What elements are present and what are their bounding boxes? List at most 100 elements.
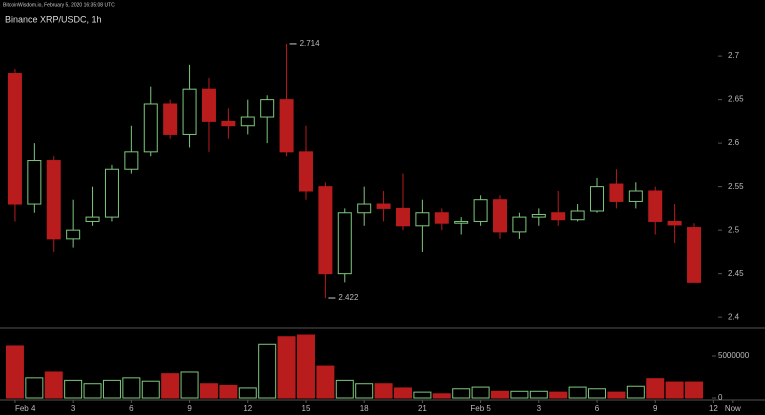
candle-body [66, 229, 81, 240]
volume-bar [549, 391, 568, 399]
candle-body [648, 190, 663, 222]
volume-bar [355, 383, 374, 399]
candle-body [512, 216, 527, 233]
candle-body [337, 212, 352, 275]
x-tick-label: 9 [187, 404, 192, 413]
x-tick-label: 21 [418, 404, 427, 413]
marker-label: 2.422 [338, 293, 359, 302]
chart-title: Binance XRP/USDC, 1h [5, 14, 102, 24]
candle-body [454, 220, 469, 224]
volume-bar [588, 388, 607, 399]
volume-bar [510, 390, 529, 399]
volume-bar [665, 381, 684, 399]
candle-body [493, 199, 508, 233]
candle-body [415, 212, 430, 227]
candle-body [531, 213, 546, 218]
volume-bar [102, 379, 121, 399]
volume-bar [64, 379, 83, 399]
y-tick-label: 2.6 [728, 138, 740, 147]
candle-body [7, 73, 22, 205]
candle-body [143, 103, 158, 153]
volume-bar [393, 387, 412, 399]
volume-bar [258, 343, 277, 399]
x-tick-label: 6 [129, 404, 134, 413]
x-tick-label: 18 [360, 404, 369, 413]
x-tick-label: 9 [653, 404, 658, 413]
marker-label: 2.714 [300, 39, 321, 48]
candle-body [46, 160, 61, 240]
y-tick-label: 2.7 [728, 51, 740, 60]
volume-bar [277, 336, 296, 399]
vol-tick-label: 5000000 [718, 351, 750, 360]
x-tick-label: 12 [709, 404, 718, 413]
candle-body [85, 216, 100, 222]
candle-body [27, 160, 42, 205]
volume-bar [44, 371, 63, 399]
volume-bar [335, 379, 354, 399]
volume-bar [238, 387, 257, 399]
volume-bar [626, 385, 645, 399]
candle-body [240, 116, 255, 127]
candle-body [473, 199, 488, 222]
candle-body [551, 212, 566, 221]
volume-bar [452, 388, 471, 399]
candle-body [395, 207, 410, 227]
candle-body [609, 183, 624, 202]
volume-bar [529, 390, 548, 399]
candle-body [667, 220, 682, 226]
candle-body [260, 99, 275, 118]
volume-bar [83, 383, 102, 399]
volume-bar [199, 383, 218, 399]
candle-body [434, 212, 449, 224]
candle-body [357, 203, 372, 214]
x-tick-label: Now [725, 404, 741, 413]
x-tick-label: 6 [595, 404, 600, 413]
x-tick-label: Feb 5 [470, 404, 491, 413]
volume-bar [568, 386, 587, 399]
source-label: BitcoinWisdom.io, February 5, 2020 16:35… [3, 2, 115, 8]
candle-body [298, 151, 313, 192]
candle-body [376, 203, 391, 209]
volume-bar [161, 373, 180, 399]
x-tick-label: 12 [243, 404, 252, 413]
volume-bar [122, 377, 141, 399]
candle-body [221, 120, 236, 127]
candle-body [124, 151, 139, 170]
candle-body [182, 88, 197, 135]
volume-bar [219, 384, 238, 399]
x-tick-label: Feb 4 [15, 404, 36, 413]
volume-bar [316, 365, 335, 399]
candle-body [570, 210, 585, 221]
y-tick-label: 2.65 [728, 95, 744, 104]
volume-bar [607, 391, 626, 399]
volume-bar [141, 380, 160, 399]
candle-body [163, 103, 178, 135]
x-tick-label: 15 [302, 404, 311, 413]
candle-body [628, 190, 643, 202]
volume-bar [180, 371, 199, 399]
x-tick-label: 3 [537, 404, 542, 413]
volume-bar [432, 393, 451, 399]
volume-bar [491, 390, 510, 399]
volume-bar [685, 381, 704, 399]
candle-body [318, 186, 333, 275]
volume-bar [646, 378, 665, 399]
y-tick-label: 2.5 [728, 225, 740, 234]
volume-bar [374, 383, 393, 399]
volume-bar [471, 386, 490, 399]
vol-tick-label: 0 [718, 393, 723, 402]
candle-body [687, 227, 702, 283]
candle-body [590, 186, 605, 212]
volume-bar [413, 391, 432, 399]
x-tick-label: 3 [71, 404, 76, 413]
y-tick-label: 2.4 [728, 312, 740, 321]
y-tick-label: 2.55 [728, 182, 744, 191]
candle-body [279, 99, 294, 153]
candle-body [201, 88, 216, 122]
volume-bar [5, 345, 24, 399]
volume-bar [296, 334, 315, 399]
candle-body [104, 168, 119, 218]
volume-bar [25, 377, 44, 399]
y-tick-label: 2.45 [728, 269, 744, 278]
